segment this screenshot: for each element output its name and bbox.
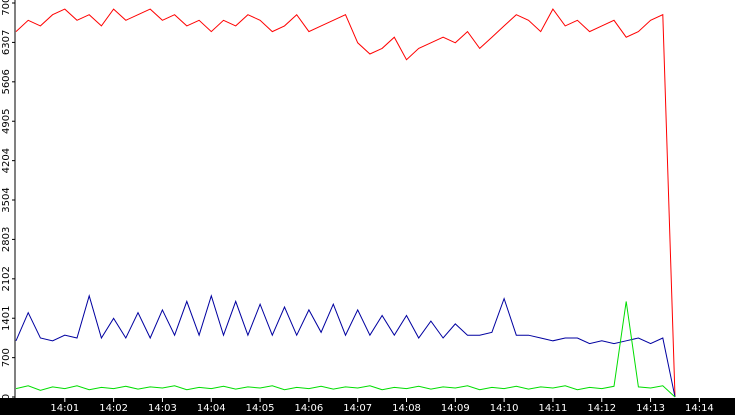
y-tick-label: 4204 [1,148,12,173]
x-tick-label: 14:11 [539,403,568,414]
x-tick-label: 14:07 [343,403,372,414]
y-tick-label: 2102 [1,266,12,291]
y-tick-label: 3504 [1,187,12,212]
y-tick-label: 700 [1,348,12,367]
y-tick-label: 7008 [1,0,12,16]
x-tick-label: 14:06 [294,403,323,414]
x-tick-label: 14:10 [490,403,519,414]
x-tick-label: 14:09 [441,403,470,414]
y-tick-label: 5606 [1,69,12,94]
x-tick-label: 14:03 [148,403,177,414]
series-line [15,8,676,398]
y-tick-label: 2803 [1,227,12,252]
series-line [15,293,676,398]
x-tick-label: 14:12 [587,403,616,414]
y-tick-label: 0 [1,394,12,400]
x-tick-label: 14:04 [197,403,226,414]
x-axis-bar [0,398,735,415]
x-tick-label: 14:01 [50,403,79,414]
x-tick-label: 14:05 [246,403,275,414]
y-tick-label: 6307 [1,30,12,55]
x-tick-label: 14:02 [99,403,128,414]
x-tick-label: 14:14 [685,403,714,414]
x-tick-label: 14:08 [392,403,421,414]
y-tick-label: 1401 [1,306,12,331]
series-line [15,301,676,398]
x-tick-label: 14:13 [636,403,665,414]
y-tick-label: 4905 [1,109,12,134]
